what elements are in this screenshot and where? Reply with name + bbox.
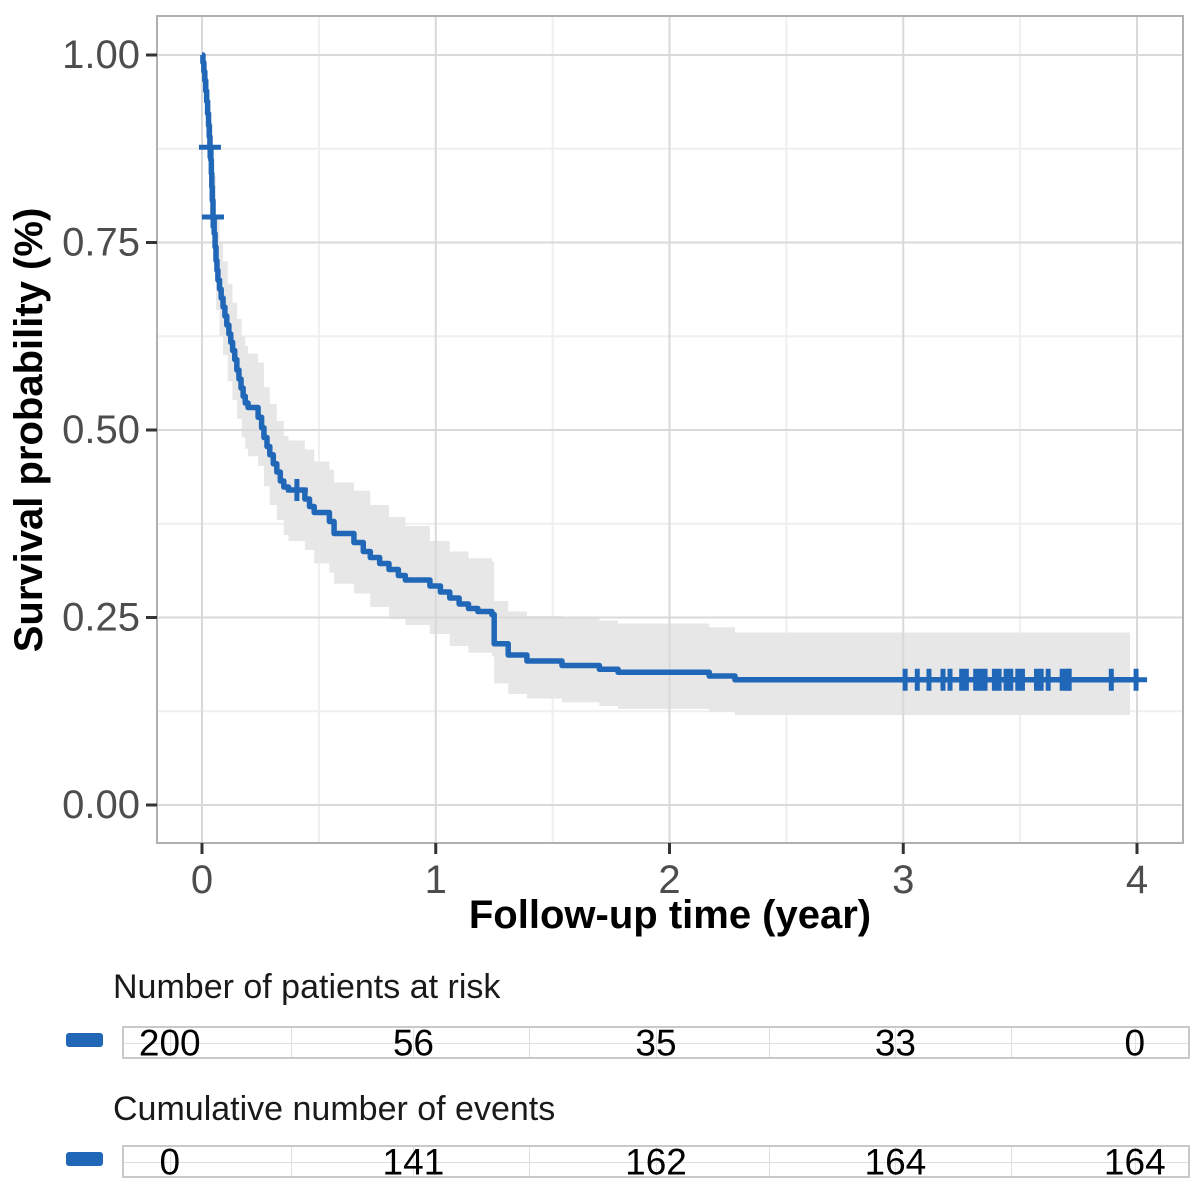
risk-table-value: 56	[392, 1022, 434, 1063]
table-major-gridline	[656, 1147, 657, 1176]
y-tick-label: 0.25	[62, 596, 140, 640]
risk-table-value: 0	[1124, 1022, 1146, 1063]
table-cell-separator	[529, 1147, 531, 1176]
table-major-gridline	[413, 1147, 415, 1176]
table-cell-separator	[1011, 1028, 1013, 1057]
table-major-gridline	[895, 1028, 897, 1057]
y-tick-label: 0.00	[62, 783, 140, 827]
risk-table-title: Number of patients at risk	[113, 968, 501, 1006]
events-table-value: 164	[864, 1141, 927, 1182]
x-tick-label: 2	[658, 858, 680, 902]
confidence-band	[209, 122, 1130, 715]
y-tick-label: 0.50	[62, 408, 140, 452]
x-axis-title: Follow-up time (year)	[469, 893, 871, 937]
table-major-gridline	[1134, 1147, 1136, 1176]
table-cell-separator	[291, 1147, 293, 1176]
table-cell-separator	[1011, 1147, 1013, 1176]
events-table-value: 164	[1103, 1141, 1166, 1182]
risk-table-value: 33	[874, 1022, 916, 1063]
table-major-gridline	[413, 1028, 415, 1057]
events-table: 0 141 162 164 164	[122, 1141, 1190, 1182]
y-tick-label: 0.75	[62, 221, 140, 265]
events-table-value: 162	[625, 1141, 687, 1182]
y-tick-label: 1.00	[62, 33, 140, 77]
table-cell-separator	[529, 1028, 531, 1057]
survival-plot: 0.00 0.25 0.50 0.75 1.00 0 1 2 3 4 Follow-up time…	[7, 15, 1184, 937]
risk-table-value: 35	[635, 1022, 677, 1063]
survival-curve	[200, 52, 1137, 683]
table-cell-separator	[768, 1028, 770, 1057]
x-tick-label: 0	[191, 858, 213, 902]
plot-panel: 0.00 0.25 0.50 0.75 1.00 0 1 2 3 4	[62, 15, 1184, 902]
x-tick-label: 4	[1126, 858, 1148, 902]
events-table-value: 141	[382, 1141, 445, 1182]
table-major-gridline	[656, 1028, 657, 1057]
y-axis-title: Survival probability (%)	[7, 208, 51, 653]
table-major-gridline	[169, 1147, 171, 1176]
events-table-title: Cumulative number of events	[113, 1090, 556, 1128]
events-table-value: 0	[159, 1141, 181, 1182]
table-cell-separator	[291, 1028, 293, 1057]
risk-table: 200 56 35 33 0	[122, 1022, 1190, 1063]
table-cell-separator	[768, 1147, 770, 1176]
table-major-gridline	[1134, 1028, 1136, 1057]
x-tick-label: 3	[892, 858, 914, 902]
table-major-gridline	[895, 1147, 897, 1176]
risk-legend-swatch	[66, 1033, 103, 1047]
risk-table-value: 200	[138, 1022, 201, 1063]
x-tick-label: 1	[425, 858, 447, 902]
table-major-gridline	[169, 1028, 171, 1057]
events-legend-swatch	[66, 1152, 103, 1166]
